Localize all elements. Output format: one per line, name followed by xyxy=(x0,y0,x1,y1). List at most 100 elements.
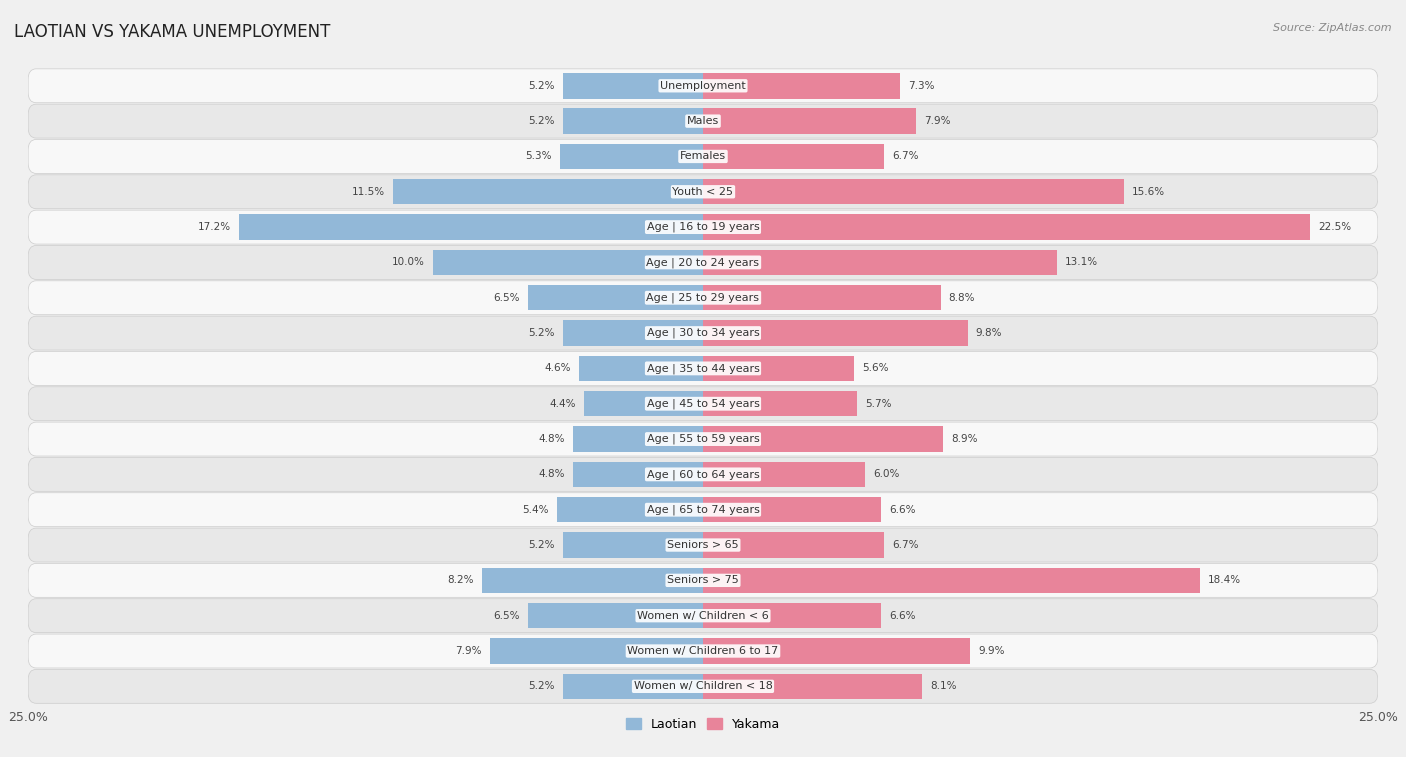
Text: 6.7%: 6.7% xyxy=(891,540,918,550)
Bar xyxy=(482,568,703,593)
Text: Age | 45 to 54 years: Age | 45 to 54 years xyxy=(647,398,759,409)
Text: Age | 16 to 19 years: Age | 16 to 19 years xyxy=(647,222,759,232)
Text: 6.6%: 6.6% xyxy=(889,611,915,621)
Bar xyxy=(562,108,703,134)
Bar xyxy=(703,603,882,628)
Text: Males: Males xyxy=(688,116,718,126)
FancyBboxPatch shape xyxy=(28,387,1378,421)
Text: 5.3%: 5.3% xyxy=(526,151,551,161)
Text: 22.5%: 22.5% xyxy=(1319,222,1351,232)
Legend: Laotian, Yakama: Laotian, Yakama xyxy=(620,713,786,736)
Bar xyxy=(703,285,941,310)
FancyBboxPatch shape xyxy=(28,457,1378,491)
Text: 15.6%: 15.6% xyxy=(1132,187,1166,197)
Bar xyxy=(562,532,703,558)
Text: 9.8%: 9.8% xyxy=(976,328,1002,338)
Text: Women w/ Children 6 to 17: Women w/ Children 6 to 17 xyxy=(627,646,779,656)
Bar xyxy=(703,391,856,416)
FancyBboxPatch shape xyxy=(28,528,1378,562)
Text: 7.3%: 7.3% xyxy=(908,81,935,91)
Text: 6.5%: 6.5% xyxy=(494,293,519,303)
FancyBboxPatch shape xyxy=(28,210,1378,244)
FancyBboxPatch shape xyxy=(28,634,1378,668)
Bar xyxy=(562,73,703,98)
FancyBboxPatch shape xyxy=(28,351,1378,385)
FancyBboxPatch shape xyxy=(28,175,1378,209)
Text: Age | 25 to 29 years: Age | 25 to 29 years xyxy=(647,292,759,303)
FancyBboxPatch shape xyxy=(28,563,1378,597)
Bar xyxy=(703,250,1057,275)
Text: 4.8%: 4.8% xyxy=(538,434,565,444)
FancyBboxPatch shape xyxy=(28,316,1378,350)
Bar xyxy=(703,462,865,487)
Text: 4.8%: 4.8% xyxy=(538,469,565,479)
Text: Age | 35 to 44 years: Age | 35 to 44 years xyxy=(647,363,759,374)
Bar xyxy=(557,497,703,522)
Bar xyxy=(703,356,855,381)
Bar xyxy=(527,603,703,628)
Bar xyxy=(703,214,1310,240)
Bar xyxy=(574,462,703,487)
Bar xyxy=(703,568,1199,593)
FancyBboxPatch shape xyxy=(28,669,1378,703)
Bar xyxy=(239,214,703,240)
Bar xyxy=(433,250,703,275)
Text: 8.1%: 8.1% xyxy=(929,681,956,691)
FancyBboxPatch shape xyxy=(28,104,1378,138)
Bar xyxy=(703,179,1125,204)
Text: 5.2%: 5.2% xyxy=(529,328,554,338)
Bar xyxy=(703,73,900,98)
FancyBboxPatch shape xyxy=(28,245,1378,279)
Text: Seniors > 65: Seniors > 65 xyxy=(668,540,738,550)
Bar xyxy=(703,108,917,134)
Bar xyxy=(703,320,967,346)
Bar xyxy=(585,391,703,416)
Text: 18.4%: 18.4% xyxy=(1208,575,1241,585)
Text: 6.6%: 6.6% xyxy=(889,505,915,515)
Text: 5.2%: 5.2% xyxy=(529,681,554,691)
Text: 5.2%: 5.2% xyxy=(529,81,554,91)
FancyBboxPatch shape xyxy=(28,69,1378,103)
Text: 7.9%: 7.9% xyxy=(924,116,950,126)
Bar xyxy=(703,426,943,452)
Text: 11.5%: 11.5% xyxy=(352,187,384,197)
Text: Unemployment: Unemployment xyxy=(661,81,745,91)
Text: Age | 20 to 24 years: Age | 20 to 24 years xyxy=(647,257,759,268)
FancyBboxPatch shape xyxy=(28,599,1378,633)
Text: 8.8%: 8.8% xyxy=(949,293,976,303)
Text: 8.9%: 8.9% xyxy=(952,434,977,444)
Text: 8.2%: 8.2% xyxy=(447,575,474,585)
Bar xyxy=(562,320,703,346)
Bar xyxy=(560,144,703,169)
Text: 6.7%: 6.7% xyxy=(891,151,918,161)
Bar xyxy=(703,674,922,699)
Text: Age | 30 to 34 years: Age | 30 to 34 years xyxy=(647,328,759,338)
Text: 5.7%: 5.7% xyxy=(865,399,891,409)
Text: 5.2%: 5.2% xyxy=(529,116,554,126)
Bar xyxy=(703,532,884,558)
Text: Age | 55 to 59 years: Age | 55 to 59 years xyxy=(647,434,759,444)
Text: Seniors > 75: Seniors > 75 xyxy=(666,575,740,585)
Text: Females: Females xyxy=(681,151,725,161)
Text: 10.0%: 10.0% xyxy=(392,257,425,267)
Text: 4.4%: 4.4% xyxy=(550,399,576,409)
Text: 5.4%: 5.4% xyxy=(523,505,550,515)
Text: Women w/ Children < 18: Women w/ Children < 18 xyxy=(634,681,772,691)
Bar xyxy=(703,144,884,169)
Bar xyxy=(392,179,703,204)
Text: 6.0%: 6.0% xyxy=(873,469,900,479)
Text: 4.6%: 4.6% xyxy=(544,363,571,373)
Text: Age | 60 to 64 years: Age | 60 to 64 years xyxy=(647,469,759,480)
FancyBboxPatch shape xyxy=(28,493,1378,527)
Bar xyxy=(579,356,703,381)
Bar xyxy=(489,638,703,664)
Bar xyxy=(703,638,970,664)
Bar xyxy=(562,674,703,699)
Text: Women w/ Children < 6: Women w/ Children < 6 xyxy=(637,611,769,621)
Bar xyxy=(574,426,703,452)
Text: 13.1%: 13.1% xyxy=(1064,257,1098,267)
Text: 7.9%: 7.9% xyxy=(456,646,482,656)
FancyBboxPatch shape xyxy=(28,422,1378,456)
Text: LAOTIAN VS YAKAMA UNEMPLOYMENT: LAOTIAN VS YAKAMA UNEMPLOYMENT xyxy=(14,23,330,41)
Text: Age | 65 to 74 years: Age | 65 to 74 years xyxy=(647,504,759,515)
